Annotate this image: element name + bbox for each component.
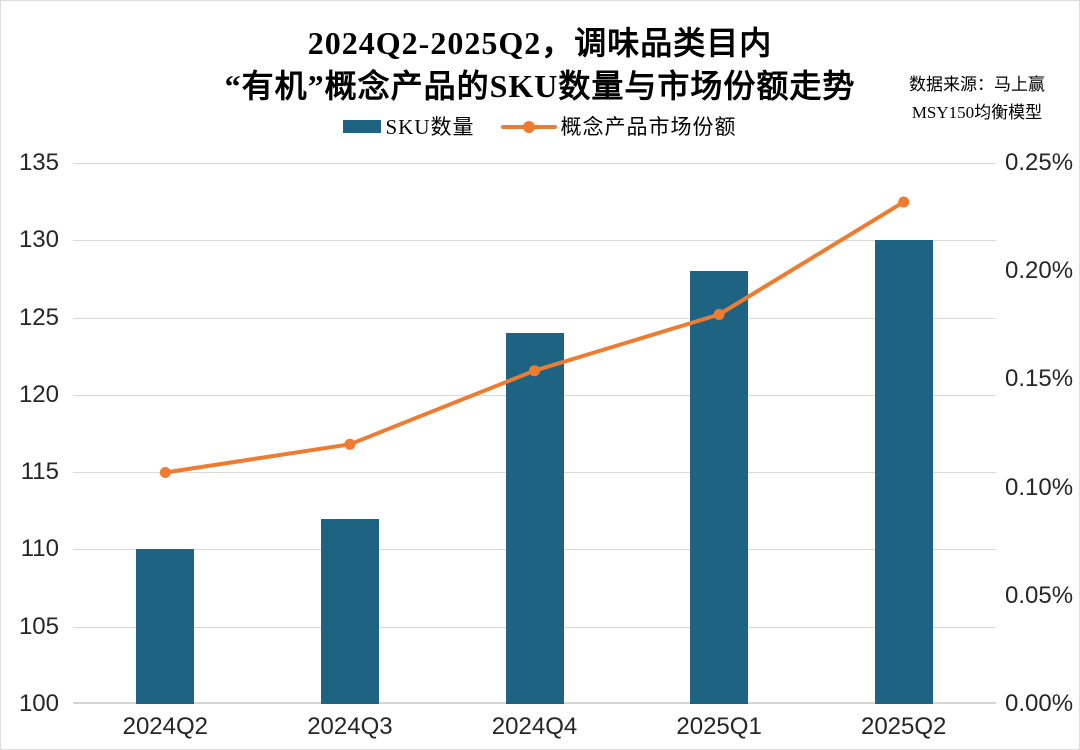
x-axis-tick-label: 2024Q3 [307, 713, 393, 740]
legend-label-share: 概念产品市场份额 [560, 115, 737, 139]
line-series-path [164, 200, 905, 475]
bar [505, 333, 564, 704]
legend-item-share-line: 概念产品市场份额 [500, 111, 737, 141]
y-axis-left-tick-label: 130 [18, 226, 59, 254]
bar-series-swatch-icon [343, 119, 382, 133]
bar [136, 549, 195, 704]
chart-legend: SKU数量 概念产品市场份额 [1, 111, 1079, 141]
y-axis-left-tick-label: 105 [18, 612, 59, 640]
y-axis-left-tick-label: 110 [20, 535, 59, 563]
y-axis-right-tick-label: 0.05% [1005, 581, 1074, 609]
y-axis-right-tick-label: 0.15% [1005, 365, 1074, 393]
bar [874, 240, 933, 704]
data-source-line2: MSY150均衡模型 [911, 103, 1043, 123]
data-source-note: 数据来源：马上赢 MSY150均衡模型 [887, 71, 1067, 127]
line-data-point [344, 438, 356, 450]
chart-title-line1: 2024Q2-2025Q2，调味品类目内 [307, 25, 773, 61]
chart-title-line2: “有机”概念产品的SKU数量与市场份额走势 [224, 68, 856, 104]
line-data-point [529, 365, 540, 377]
bar [690, 271, 749, 704]
line-swatch-marker-icon [522, 120, 535, 133]
x-axis-tick-label: 2025Q2 [860, 713, 947, 740]
y-axis-left-tick-label: 135 [18, 149, 59, 176]
y-axis-left-tick-label: 100 [18, 690, 59, 717]
bar [320, 518, 379, 704]
gridline [73, 317, 996, 319]
line-series-swatch-icon [500, 120, 557, 133]
y-axis-left-tick-label: 125 [18, 303, 59, 331]
x-axis-tick-label: 2024Q4 [491, 713, 578, 740]
plot-area [73, 163, 996, 704]
line-data-point [159, 467, 171, 478]
market-share-line-chart [159, 196, 910, 478]
y-axis-left-tick-label: 115 [20, 458, 59, 486]
legend-item-sku-bars: SKU数量 [343, 111, 474, 141]
gridline [73, 240, 996, 242]
y-axis-right-tick-label: 0.10% [1005, 473, 1074, 501]
line-data-point [713, 309, 725, 320]
x-axis-tick-label: 2024Q2 [122, 713, 208, 740]
data-source-line1: 数据来源：马上赢 [909, 75, 1045, 94]
y-axis-left-tick-label: 120 [18, 380, 59, 408]
line-data-point [898, 196, 910, 208]
y-axis-right-tick-label: 0.00% [1005, 690, 1074, 717]
y-axis-right-tick-label: 0.25% [1005, 149, 1074, 176]
x-axis-tick-label: 2025Q1 [676, 713, 762, 740]
legend-label-sku: SKU数量 [385, 115, 475, 139]
gridline [73, 163, 996, 164]
y-axis-right-tick-label: 0.20% [1005, 257, 1074, 285]
